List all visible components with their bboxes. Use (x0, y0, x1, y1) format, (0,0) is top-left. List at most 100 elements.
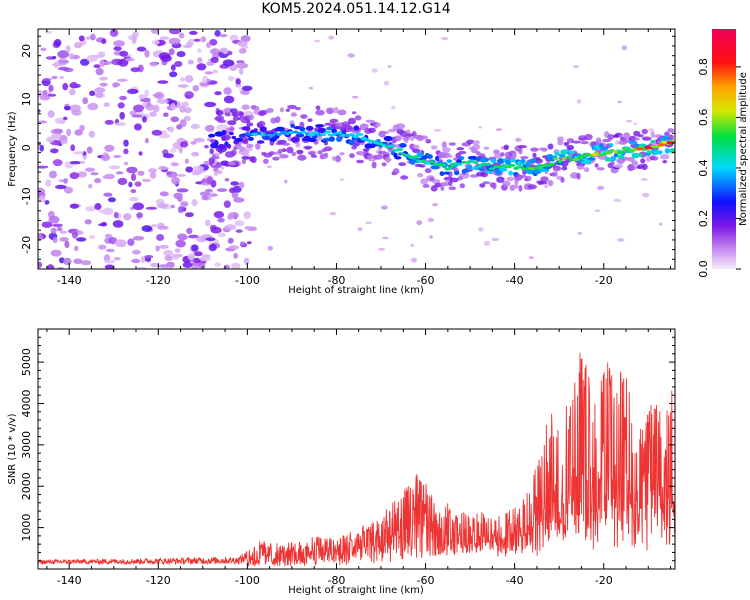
heatmap-cell (151, 129, 163, 136)
heatmap-cell (146, 101, 152, 108)
heatmap-cell (316, 136, 323, 141)
heatmap-cell (502, 180, 511, 187)
heatmap-cell (315, 109, 325, 116)
heatmap-cell (292, 130, 299, 134)
heatmap-cell (164, 255, 173, 261)
x-tick-label: -120 (146, 274, 171, 287)
heatmap-cell (169, 29, 181, 35)
colorbar-tick-label: 0.8 (697, 58, 710, 76)
heatmap-cell (69, 53, 75, 60)
heatmap-cell (174, 248, 181, 253)
heatmap-cell (229, 125, 235, 132)
heatmap-cell (329, 212, 337, 216)
heatmap-cell (339, 177, 344, 182)
heatmap-cell (198, 262, 206, 269)
heatmap-cell (666, 141, 675, 145)
heatmap-cell (151, 39, 160, 45)
heatmap-cell (212, 69, 218, 74)
heatmap-cell (239, 111, 244, 118)
heatmap-cell (290, 123, 295, 128)
heatmap-cell (644, 146, 653, 150)
heatmap-cell (525, 168, 535, 175)
heatmap-cell (491, 237, 500, 242)
heatmap-cell (90, 172, 99, 176)
heatmap-cell (129, 110, 137, 116)
heatmap-cell (138, 94, 147, 100)
heatmap-cell (227, 76, 235, 81)
heatmap-cell (170, 204, 175, 209)
heatmap-cell (641, 163, 648, 170)
heatmap-cell (615, 140, 619, 145)
heatmap-cell (610, 156, 617, 162)
heatmap-cell (566, 144, 575, 151)
heatmap-cell (362, 148, 370, 152)
heatmap-cell (87, 102, 99, 111)
heatmap-cell (38, 89, 43, 97)
heatmap-cell (381, 143, 387, 147)
heatmap-cell (108, 237, 118, 245)
heatmap-cell (169, 148, 177, 153)
heatmap-cell (300, 114, 308, 119)
heatmap-cell (554, 151, 560, 156)
heatmap-cell (442, 152, 451, 159)
heatmap-cell (232, 116, 239, 122)
heatmap-cell (490, 158, 497, 164)
heatmap-cell (85, 206, 96, 212)
heatmap-cell (529, 158, 537, 163)
heatmap-cell (383, 80, 390, 86)
heatmap-cell (660, 154, 670, 160)
heatmap-cell (39, 94, 51, 101)
heatmap-cell (540, 176, 549, 183)
heatmap-cell (123, 139, 129, 147)
heatmap-cell (664, 148, 671, 154)
snr-panel: -140 -120 -100 -80 -60 -40 -20 1000 2000 3000 4000… (7, 328, 676, 596)
heatmap-cell (667, 128, 675, 133)
heatmap-cell (303, 145, 313, 149)
heatmap-cell (160, 55, 172, 62)
heatmap-cell (328, 35, 335, 40)
heatmap-cell (214, 131, 224, 137)
heatmap-cell (347, 53, 355, 58)
heatmap-cell (617, 154, 625, 159)
heatmap-cell (246, 143, 254, 149)
snr-ylabel: SNR (10 * v/v) (7, 413, 18, 484)
heatmap-cell (42, 78, 52, 81)
heatmap-cell (573, 158, 580, 161)
heatmap-cell (383, 135, 393, 142)
heatmap-cell (295, 133, 305, 138)
heatmap-cell (426, 154, 433, 159)
heatmap-cell (181, 101, 189, 108)
heatmap-cell (497, 165, 503, 169)
heatmap-cell (240, 35, 251, 43)
heatmap-cell (556, 165, 561, 170)
heatmap-cell (279, 107, 284, 113)
heatmap-cell (279, 130, 288, 134)
heatmap-cell (410, 243, 415, 247)
heatmap-cell (597, 153, 603, 157)
heatmap-cell (187, 253, 195, 261)
heatmap-cell (640, 158, 646, 164)
heatmap-cell (47, 110, 55, 118)
heatmap-cell (397, 152, 403, 156)
heatmap-cell (223, 95, 235, 104)
heatmap-cell (505, 159, 512, 165)
heatmap-cell (137, 170, 145, 176)
x-tick-label: -80 (327, 574, 345, 587)
heatmap-cell (169, 126, 174, 133)
heatmap-cell (57, 50, 70, 59)
heatmap-cell (351, 111, 357, 115)
heatmap-cell (513, 172, 518, 176)
heatmap-cell (104, 173, 115, 180)
heatmap-cell (189, 30, 198, 35)
heatmap-cell (132, 31, 139, 37)
heatmap-cell (294, 106, 301, 111)
heatmap-cell (50, 227, 57, 234)
heatmap-cell (156, 98, 169, 104)
heatmap-cell (641, 136, 652, 141)
heatmap-cell (164, 266, 172, 269)
heatmap-cell (419, 164, 426, 168)
heatmap-cell (365, 221, 373, 225)
heatmap-cell (171, 176, 181, 185)
heatmap-cell (339, 152, 345, 156)
heatmap-cell (175, 239, 186, 248)
